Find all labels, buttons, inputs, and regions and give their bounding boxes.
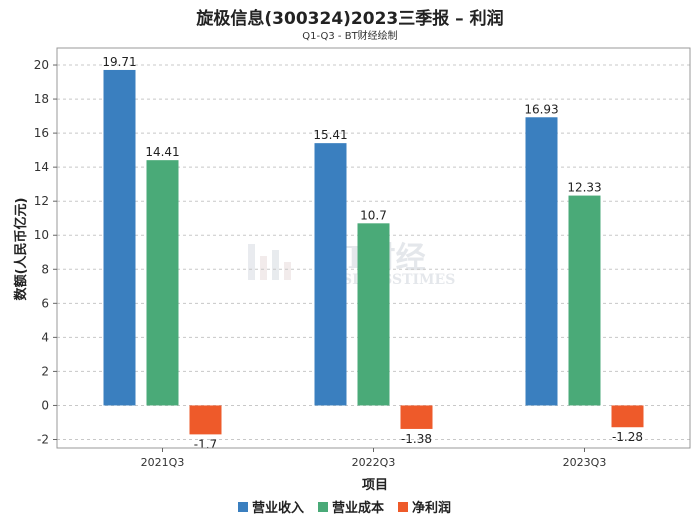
bar bbox=[525, 117, 558, 406]
x-tick-label: 2023Q3 bbox=[563, 456, 607, 469]
bar bbox=[400, 405, 433, 429]
legend-label: 净利润 bbox=[412, 500, 451, 516]
watermark-logo-bar-3 bbox=[272, 250, 279, 280]
bar bbox=[357, 223, 390, 406]
data-label: 10.7 bbox=[360, 208, 387, 222]
y-axis-label: 数额(人民币亿元) bbox=[13, 198, 29, 301]
y-tick-label: 6 bbox=[41, 296, 49, 310]
legend-label: 营业收入 bbox=[252, 500, 304, 516]
y-tick-label: 18 bbox=[34, 92, 49, 106]
bar bbox=[103, 69, 136, 406]
data-label: 12.33 bbox=[567, 181, 601, 195]
x-axis-label: 项目 bbox=[362, 478, 388, 493]
bar bbox=[189, 405, 222, 435]
watermark-logo-bar-1 bbox=[248, 244, 255, 280]
y-tick-label: 8 bbox=[41, 262, 49, 276]
data-label: -1.28 bbox=[612, 430, 643, 444]
y-tick-label: 20 bbox=[34, 58, 49, 72]
bar bbox=[146, 160, 179, 406]
y-tick-label: -2 bbox=[37, 432, 49, 446]
bar bbox=[568, 195, 601, 406]
y-tick-label: 4 bbox=[41, 330, 49, 344]
y-tick-label: 10 bbox=[34, 228, 49, 242]
x-tick-label: 2022Q3 bbox=[352, 456, 396, 469]
y-tick-label: 0 bbox=[41, 398, 49, 412]
watermark-logo-bar-2 bbox=[260, 256, 267, 280]
data-label: -1.7 bbox=[194, 437, 217, 451]
y-tick-label: 14 bbox=[34, 160, 49, 174]
y-tick-label: 16 bbox=[34, 126, 49, 140]
data-label: -1.38 bbox=[401, 432, 432, 446]
legend-swatch bbox=[398, 502, 408, 512]
data-label: 19.71 bbox=[102, 55, 136, 69]
chart-subtitle: Q1-Q3 - BT财经绘制 bbox=[302, 31, 398, 42]
watermark-logo-bar-4 bbox=[284, 262, 291, 280]
y-tick-label: 2 bbox=[41, 364, 49, 378]
bar bbox=[314, 143, 347, 406]
chart-title: 旋极信息(300324)2023三季报 – 利润 bbox=[196, 9, 504, 29]
data-label: 16.93 bbox=[524, 102, 558, 116]
bar bbox=[611, 405, 644, 428]
legend-swatch bbox=[238, 502, 248, 512]
bt-watermark: BT财经 BUSINESSTIMES bbox=[248, 241, 455, 288]
x-tick-label: 2021Q3 bbox=[141, 456, 185, 469]
y-tick-label: 12 bbox=[34, 194, 49, 208]
legend-swatch bbox=[318, 502, 328, 512]
legend-label: 营业成本 bbox=[332, 500, 384, 516]
data-label: 14.41 bbox=[145, 145, 179, 159]
data-label: 15.41 bbox=[313, 128, 347, 142]
